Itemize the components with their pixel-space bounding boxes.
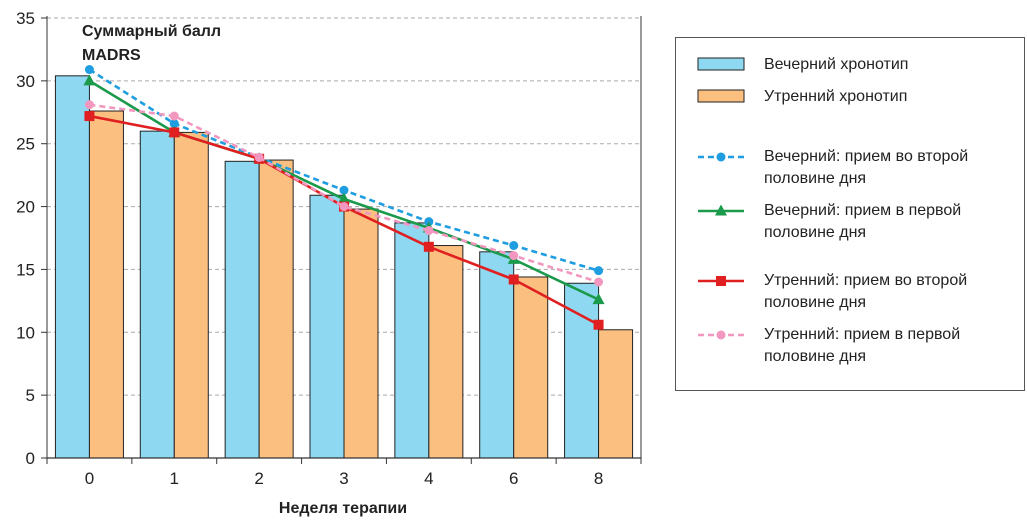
bar (343, 208, 379, 459)
series-point (84, 111, 95, 122)
series-point (592, 293, 605, 305)
y-tick-label: 30 (16, 72, 35, 91)
y-tick-label: 5 (26, 386, 35, 405)
legend-item: Вечерний хронотип (696, 54, 1004, 76)
bar (309, 194, 345, 459)
legend: Вечерний хронотип Утренний хронотип Вечерн… (675, 37, 1025, 391)
y-tick-label: 15 (16, 260, 35, 279)
legend-label: Утренний: прием в первой половине дня (764, 326, 961, 365)
legend-swatch-rect (697, 89, 745, 103)
legend-bar-swatch (696, 86, 746, 108)
series-point (339, 202, 349, 212)
axis-text: Суммарный балл MADRS Неделя терапии 0510… (16, 9, 603, 517)
bar (88, 110, 124, 459)
y-tick-label: 35 (16, 9, 35, 28)
y-axis-title-line-2: MADRS (82, 47, 141, 64)
series-point (84, 65, 94, 75)
x-tick-label: 1 (170, 469, 179, 488)
bar (598, 329, 634, 459)
legend-label: Вечерний: прием во второй половине дня (764, 148, 969, 187)
y-axis-title-line-1: Суммарный балл (82, 23, 221, 40)
series-point (593, 319, 604, 330)
bars (54, 75, 634, 459)
series-point (509, 241, 519, 251)
series-point (594, 266, 604, 276)
series-point (509, 251, 519, 261)
x-tick-label: 0 (85, 469, 94, 488)
legend-swatch-marker (716, 152, 726, 162)
bar (54, 75, 90, 459)
axes (41, 16, 642, 464)
series-point (338, 192, 350, 204)
legend-swatch-marker (716, 276, 726, 286)
x-tick-label: 3 (339, 469, 348, 488)
legend-line-swatch (696, 324, 746, 346)
bar (428, 245, 464, 459)
legend-item: Вечерний: прием во второй половине дня (696, 146, 1004, 190)
lines (83, 65, 605, 330)
bar (139, 130, 175, 459)
series-point (83, 74, 96, 86)
bar (224, 160, 260, 459)
legend-swatch-marker (716, 330, 726, 340)
bar (513, 276, 549, 459)
series-point (169, 111, 179, 121)
y-tick-label: 20 (16, 198, 35, 217)
series-point (594, 277, 604, 287)
legend-swatch-marker (715, 204, 727, 216)
series-point (339, 185, 349, 195)
x-axis-title: Неделя терапии (279, 500, 407, 517)
legend-line-swatch (696, 200, 746, 222)
series-point (169, 127, 180, 138)
x-tick-label: 6 (509, 469, 518, 488)
legend-item: Утренний: прием в первой половине дня (696, 324, 1004, 368)
legend-line-swatch (696, 146, 746, 168)
bar (258, 159, 294, 459)
y-tick-label: 10 (16, 323, 35, 342)
series-point (423, 241, 434, 252)
x-tick-label: 4 (424, 469, 433, 488)
y-tick-label: 25 (16, 135, 35, 154)
legend-line-swatch (696, 270, 746, 292)
legend-item: Утренний хронотип (696, 86, 1004, 108)
bar (394, 222, 430, 459)
x-tick-label: 2 (254, 469, 263, 488)
legend-item: Утренний: прием во второй половине дня (696, 270, 1004, 314)
series-point (254, 153, 264, 163)
series-point (84, 100, 94, 110)
x-tick-label: 8 (594, 469, 603, 488)
legend-label: Утренний хронотип (764, 88, 908, 105)
legend-bar-swatch (696, 54, 746, 76)
series-point (424, 225, 434, 235)
series-point (169, 119, 179, 129)
legend-item: Вечерний: прием в первой половине дня (696, 200, 1004, 244)
y-tick-label: 0 (26, 449, 35, 468)
bar (173, 131, 209, 459)
legend-swatch-rect (697, 57, 745, 71)
series-point (508, 274, 519, 285)
legend-label: Вечерний: прием в первой половине дня (764, 202, 962, 241)
legend-label: Вечерний хронотип (764, 56, 909, 73)
legend-label: Утренний: прием во второй половине дня (764, 272, 968, 311)
bar (564, 282, 600, 459)
bar (479, 251, 515, 459)
